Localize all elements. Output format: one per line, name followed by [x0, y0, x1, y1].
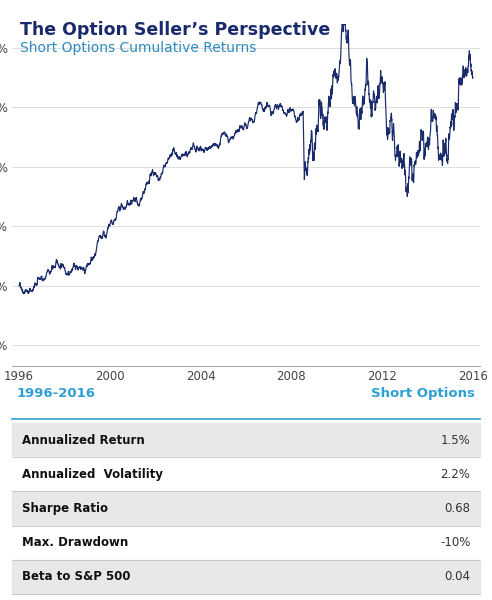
- Bar: [12, 560, 480, 594]
- Text: -10%: -10%: [440, 536, 470, 549]
- Text: Annualized  Volatility: Annualized Volatility: [22, 468, 163, 481]
- Text: 2.2%: 2.2%: [440, 468, 470, 481]
- Text: Annualized Return: Annualized Return: [22, 434, 144, 446]
- Text: The Option Seller’s Perspective: The Option Seller’s Perspective: [20, 21, 330, 39]
- Text: 1996-2016: 1996-2016: [17, 386, 96, 400]
- Text: 0.04: 0.04: [444, 571, 470, 583]
- Text: Beta to S&P 500: Beta to S&P 500: [22, 571, 130, 583]
- Text: Short Options: Short Options: [371, 386, 475, 400]
- Text: Short Options Cumulative Returns: Short Options Cumulative Returns: [20, 41, 256, 55]
- Bar: [12, 457, 480, 491]
- Text: Max. Drawdown: Max. Drawdown: [22, 536, 128, 549]
- Bar: [12, 491, 480, 526]
- Text: Sharpe Ratio: Sharpe Ratio: [22, 502, 108, 515]
- Text: 0.68: 0.68: [444, 502, 470, 515]
- Text: 1.5%: 1.5%: [441, 434, 470, 446]
- Bar: [12, 423, 480, 457]
- Bar: [12, 526, 480, 560]
